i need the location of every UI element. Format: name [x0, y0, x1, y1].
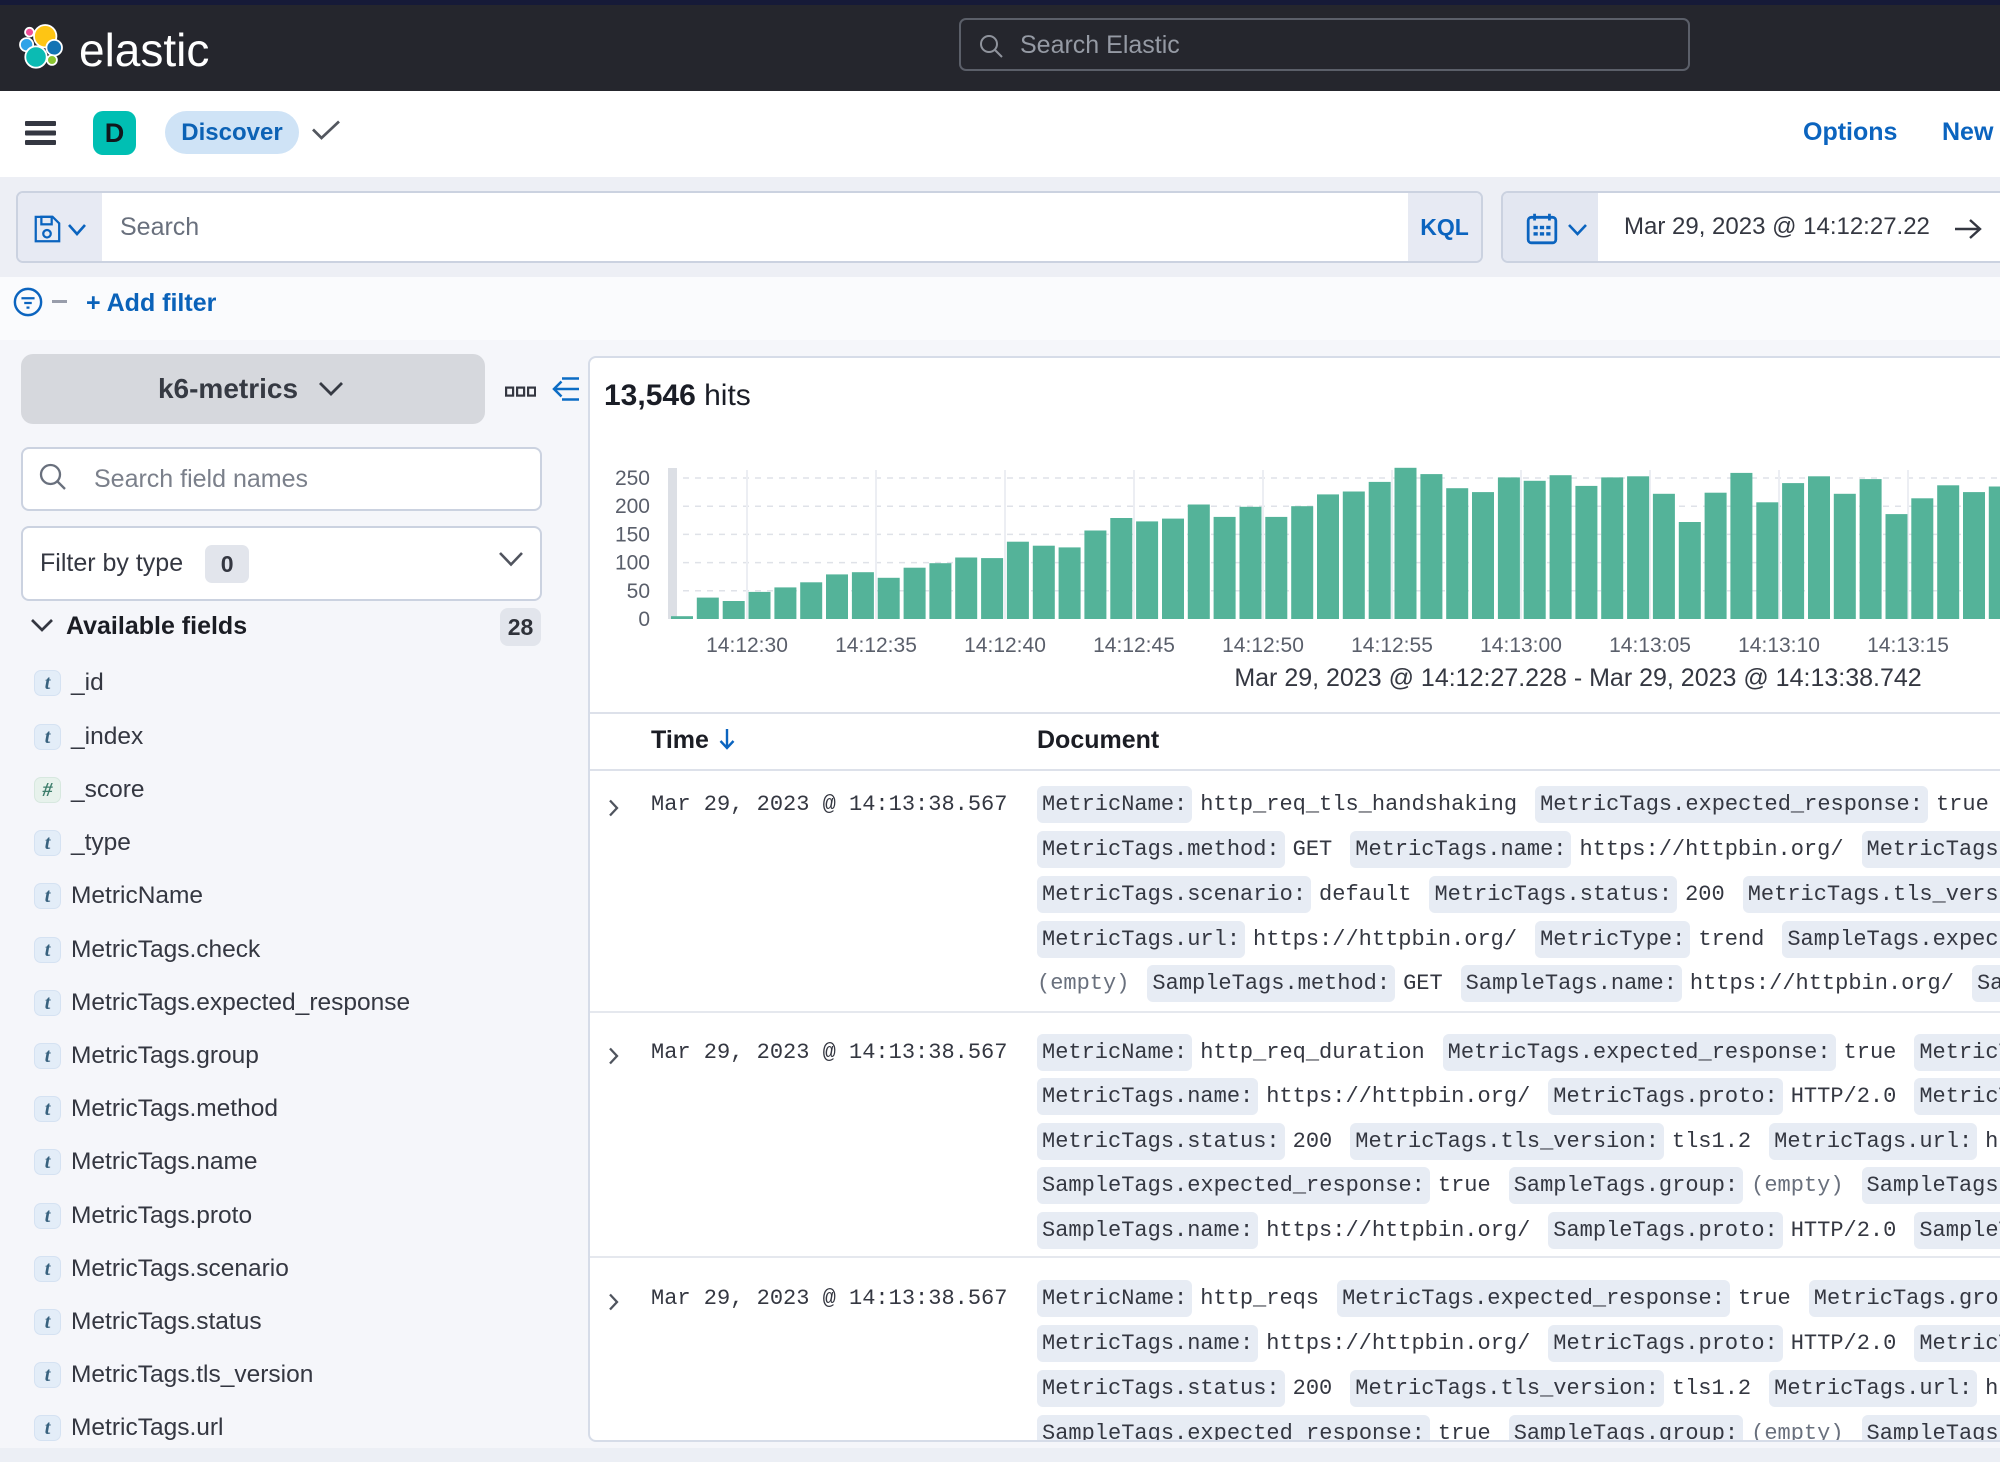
svg-text:14:13:05: 14:13:05 [1609, 634, 1691, 657]
svg-text:14:12:55: 14:12:55 [1351, 634, 1433, 657]
svg-text:14:13:10: 14:13:10 [1738, 634, 1820, 657]
svg-text:50: 50 [627, 580, 650, 603]
svg-text:14:13:00: 14:13:00 [1480, 634, 1562, 657]
svg-text:100: 100 [615, 552, 650, 575]
svg-text:14:12:45: 14:12:45 [1093, 634, 1175, 657]
svg-text:14:13:15: 14:13:15 [1867, 634, 1949, 657]
svg-text:250: 250 [615, 467, 650, 490]
svg-text:14:12:35: 14:12:35 [835, 634, 917, 657]
svg-text:150: 150 [615, 523, 650, 546]
svg-text:0: 0 [638, 608, 650, 631]
svg-text:14:12:30: 14:12:30 [706, 634, 788, 657]
svg-text:14:12:40: 14:12:40 [964, 634, 1046, 657]
svg-text:200: 200 [615, 495, 650, 518]
svg-text:14:12:50: 14:12:50 [1222, 634, 1304, 657]
